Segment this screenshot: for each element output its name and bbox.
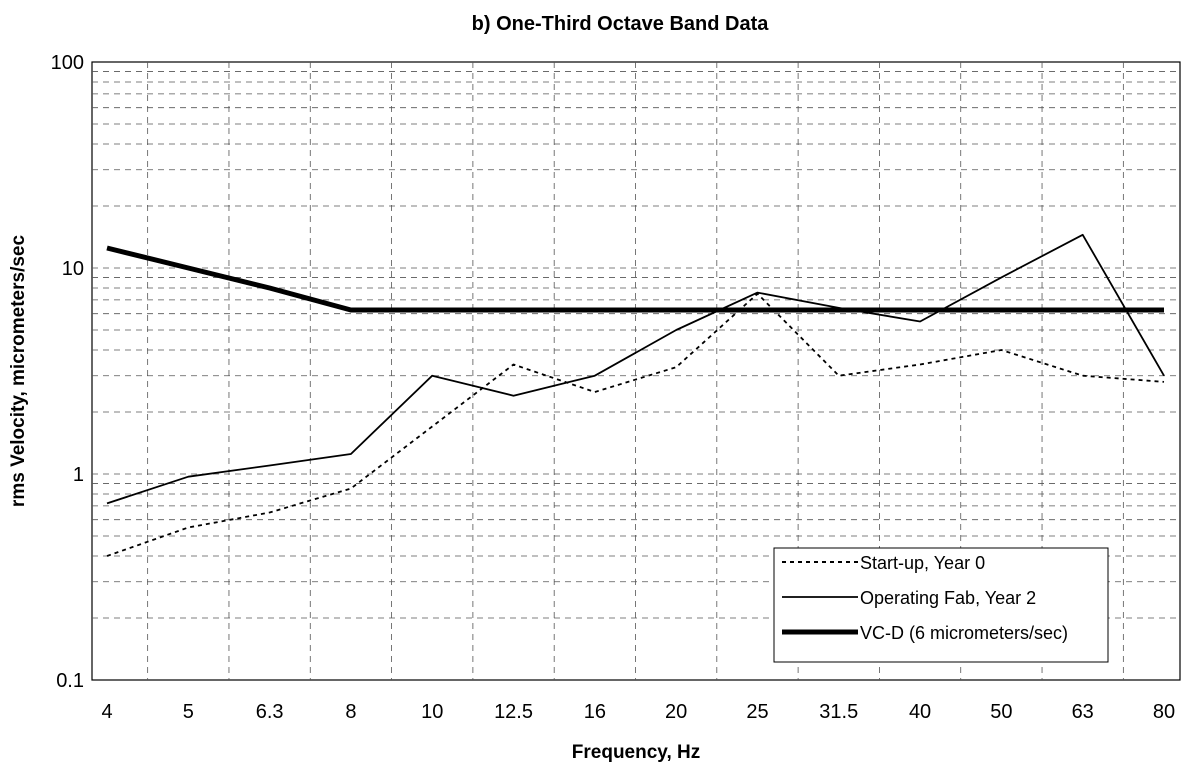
series-lines <box>106 233 1165 557</box>
x-tick-label: 40 <box>909 701 931 723</box>
y-tick-labels: 0.1 1 10 100 <box>51 52 84 692</box>
x-tick-label: 20 <box>665 701 687 723</box>
x-axis-label: Frequency, Hz <box>572 742 700 763</box>
y-tick-label: 100 <box>51 52 84 74</box>
x-tick-label: 25 <box>746 701 768 723</box>
y-tick-label: 0.1 <box>56 670 84 692</box>
legend-label-startup: Start-up, Year 0 <box>860 553 985 573</box>
x-tick-label: 16 <box>584 701 606 723</box>
x-tick-label: 12.5 <box>494 701 533 723</box>
x-tick-label: 6.3 <box>256 701 284 723</box>
legend-box <box>773 547 1109 663</box>
y-tick-label: 10 <box>62 258 84 280</box>
x-tick-label: 31.5 <box>819 701 858 723</box>
x-tick-label: 5 <box>183 701 194 723</box>
x-tick-labels: 4 5 6.3 8 10 12.5 16 20 25 31.5 40 50 63 80 <box>101 701 1175 723</box>
legend: Start-up, Year 0 Operating Fab, Year 2 V… <box>773 547 1109 663</box>
x-tick-label: 63 <box>1072 701 1094 723</box>
x-tick-label: 50 <box>990 701 1012 723</box>
x-tick-label: 4 <box>101 701 112 723</box>
chart-title: b) One-Third Octave Band Data <box>472 13 770 35</box>
legend-label-vcd: VC-D (6 micrometers/sec) <box>860 623 1068 643</box>
x-tick-label: 8 <box>345 701 356 723</box>
series-line-1 <box>106 233 1165 505</box>
series-line-0 <box>106 292 1165 557</box>
x-tick-label: 80 <box>1153 701 1175 723</box>
series-line-2 <box>106 245 1164 313</box>
y-tick-label: 1 <box>73 464 84 486</box>
legend-label-operating: Operating Fab, Year 2 <box>860 588 1036 608</box>
x-tick-label: 10 <box>421 701 443 723</box>
y-axis-label: rms Velocity, micrometers/sec <box>8 235 29 508</box>
